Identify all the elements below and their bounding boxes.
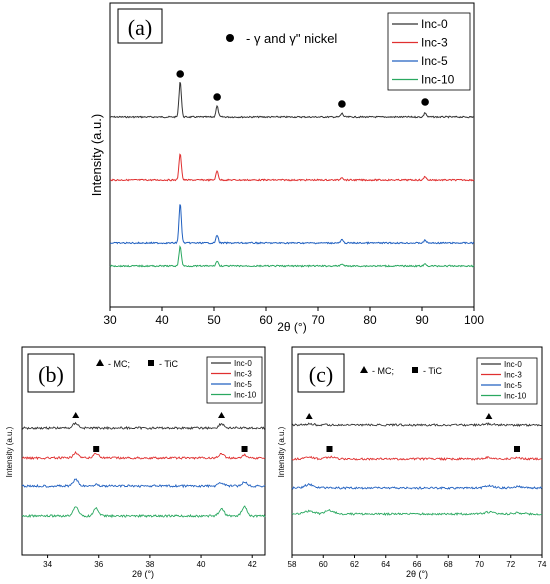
panel-b-ylabel: Intensity (a.u.) bbox=[5, 426, 14, 477]
series-line-inc-5 bbox=[109, 204, 475, 245]
x-tick-label: 72 bbox=[506, 560, 515, 569]
x-tick-label: 80 bbox=[363, 313, 377, 327]
panel-a-ylabel: Intensity (a.u.) bbox=[89, 114, 104, 196]
x-tick-label: 42 bbox=[248, 560, 257, 569]
x-tick-label: 70 bbox=[475, 560, 484, 569]
panel-a-annotation: - γ and γ" nickel bbox=[246, 31, 337, 46]
legend-label: Inc-5 bbox=[234, 380, 252, 389]
panel-c-annotation-mc: - MC; bbox=[372, 366, 394, 376]
panel-b-annotation-mc: - MC; bbox=[108, 359, 130, 369]
legend-label: Inc-0 bbox=[421, 17, 448, 31]
panel-b-frame bbox=[21, 346, 266, 556]
legend-label: Inc-5 bbox=[504, 381, 522, 390]
legend-label: Inc-3 bbox=[421, 36, 448, 50]
legend-label: Inc-3 bbox=[234, 369, 252, 378]
x-tick-label: 68 bbox=[444, 560, 453, 569]
legend-tic-marker bbox=[412, 367, 418, 373]
nickel-peak-marker bbox=[421, 98, 429, 106]
legend-tic-marker bbox=[148, 360, 154, 366]
legend-label: Inc-0 bbox=[234, 359, 252, 368]
x-tick-label: 50 bbox=[207, 313, 221, 327]
series-line-inc-3 bbox=[21, 450, 266, 461]
panel-b-label-box bbox=[27, 353, 75, 393]
legend-frame bbox=[206, 356, 263, 404]
legend-mc-marker bbox=[360, 366, 368, 373]
series-line-inc-5 bbox=[291, 483, 543, 490]
series-line-inc-5 bbox=[21, 478, 266, 489]
series-line-inc-0 bbox=[291, 422, 543, 427]
tic-peak-marker bbox=[326, 446, 333, 452]
series-line-inc-10 bbox=[21, 505, 266, 519]
legend-frame bbox=[387, 12, 471, 91]
panel-b: 34 36 38 40 42 (b) - MC; - TiC Inc-0Inc-3Inc… bbox=[5, 346, 266, 579]
legend-label: Inc-10 bbox=[504, 391, 527, 400]
nickel-peak-marker bbox=[176, 70, 184, 78]
x-tick-label: 74 bbox=[538, 560, 547, 569]
series-line-inc-10 bbox=[109, 245, 475, 268]
x-tick-label: 34 bbox=[43, 560, 52, 569]
x-tick-label: 38 bbox=[145, 560, 154, 569]
legend-nickel-marker bbox=[226, 34, 234, 42]
panel-b-label: (b) bbox=[38, 362, 64, 387]
series-line-inc-0 bbox=[21, 421, 266, 431]
mc-peak-marker bbox=[305, 413, 313, 419]
panel-b-annotation-tic: - TiC bbox=[159, 359, 178, 369]
panel-a-label: (a) bbox=[128, 15, 152, 40]
panel-c-label-box bbox=[297, 353, 345, 393]
x-tick-label: 70 bbox=[311, 313, 325, 327]
tic-peak-marker bbox=[241, 446, 248, 452]
panel-a-label-box bbox=[117, 8, 163, 44]
panel-c-xlabel: 2θ (°) bbox=[406, 569, 428, 579]
series-line-inc-10 bbox=[291, 508, 543, 516]
x-tick-label: 58 bbox=[288, 560, 297, 569]
panel-a-xlabel: 2θ (°) bbox=[277, 320, 306, 334]
legend-frame bbox=[476, 357, 538, 405]
panel-a: 30 40 50 60 70 80 90 100 (a) - γ and γ" nickel … bbox=[89, 2, 484, 334]
legend-label: Inc-10 bbox=[421, 73, 455, 87]
x-tick-label: 64 bbox=[381, 560, 390, 569]
panel-c-annotation-tic: - TiC bbox=[423, 366, 442, 376]
nickel-peak-marker bbox=[213, 93, 221, 101]
x-tick-label: 36 bbox=[94, 560, 103, 569]
x-tick-label: 66 bbox=[413, 560, 422, 569]
mc-peak-marker bbox=[218, 412, 226, 418]
tic-peak-marker bbox=[514, 446, 520, 452]
legend-label: Inc-5 bbox=[421, 54, 448, 68]
x-tick-label: 62 bbox=[350, 560, 359, 569]
panel-a-legend: Inc-0 Inc-3 Inc-5 Inc-10 bbox=[387, 12, 471, 91]
panel-c-label: (c) bbox=[309, 362, 333, 387]
legend-label: Inc-0 bbox=[504, 360, 522, 369]
x-tick-label: 40 bbox=[155, 313, 169, 327]
mc-peak-marker bbox=[72, 412, 80, 418]
legend-label: Inc-10 bbox=[234, 390, 257, 399]
panel-b-xlabel: 2θ (°) bbox=[132, 569, 154, 579]
series-line-inc-3 bbox=[109, 153, 475, 182]
panel-c: 58 60 62 64 66 68 70 72 74 (c) - MC; - TiC Inc-0… bbox=[277, 346, 547, 579]
x-tick-label: 100 bbox=[464, 313, 484, 327]
mc-peak-marker bbox=[485, 413, 493, 419]
legend-mc-marker bbox=[96, 359, 104, 366]
x-tick-label: 30 bbox=[103, 313, 117, 327]
series-line-inc-3 bbox=[291, 455, 543, 461]
x-tick-label: 40 bbox=[197, 560, 206, 569]
panel-c-ylabel: Intensity (a.u.) bbox=[277, 426, 286, 477]
nickel-peak-marker bbox=[338, 100, 346, 108]
x-tick-label: 60 bbox=[259, 313, 273, 327]
tic-peak-marker bbox=[93, 446, 100, 452]
x-tick-label: 90 bbox=[415, 313, 429, 327]
legend-label: Inc-3 bbox=[504, 370, 522, 379]
panel-a-frame bbox=[109, 2, 475, 308]
x-tick-label: 60 bbox=[319, 560, 328, 569]
series-line-inc-0 bbox=[109, 81, 474, 119]
